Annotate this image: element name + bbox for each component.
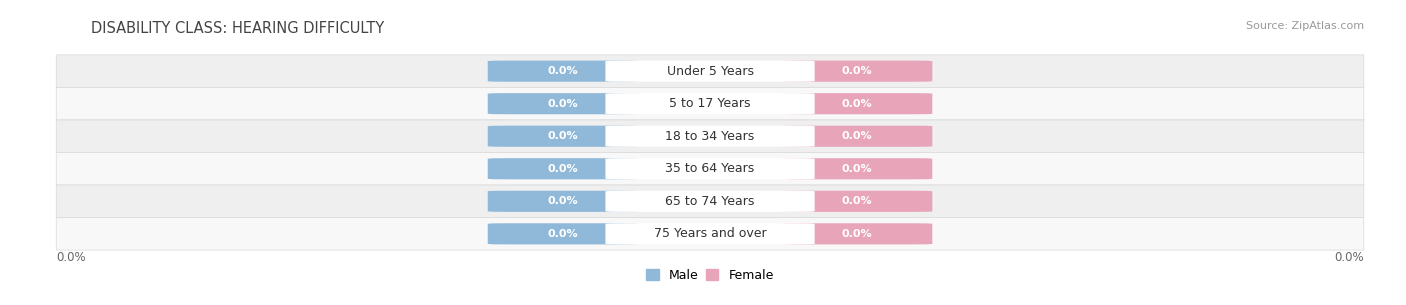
Text: Under 5 Years: Under 5 Years bbox=[666, 65, 754, 78]
Text: 18 to 34 Years: 18 to 34 Years bbox=[665, 130, 755, 143]
Text: 75 Years and over: 75 Years and over bbox=[654, 227, 766, 240]
FancyBboxPatch shape bbox=[782, 191, 932, 212]
FancyBboxPatch shape bbox=[606, 223, 814, 244]
FancyBboxPatch shape bbox=[606, 126, 814, 147]
Text: 0.0%: 0.0% bbox=[547, 196, 578, 206]
Text: 0.0%: 0.0% bbox=[547, 229, 578, 239]
Text: 0.0%: 0.0% bbox=[842, 66, 873, 76]
FancyBboxPatch shape bbox=[782, 61, 932, 82]
FancyBboxPatch shape bbox=[606, 158, 814, 179]
Text: 0.0%: 0.0% bbox=[842, 229, 873, 239]
FancyBboxPatch shape bbox=[782, 158, 932, 179]
FancyBboxPatch shape bbox=[56, 185, 1364, 217]
FancyBboxPatch shape bbox=[488, 191, 638, 212]
FancyBboxPatch shape bbox=[606, 191, 814, 212]
FancyBboxPatch shape bbox=[56, 88, 1364, 120]
FancyBboxPatch shape bbox=[56, 120, 1364, 152]
Text: 0.0%: 0.0% bbox=[842, 99, 873, 109]
Text: 0.0%: 0.0% bbox=[56, 251, 86, 264]
FancyBboxPatch shape bbox=[782, 93, 932, 114]
Text: 5 to 17 Years: 5 to 17 Years bbox=[669, 97, 751, 110]
FancyBboxPatch shape bbox=[488, 61, 638, 82]
Text: 0.0%: 0.0% bbox=[842, 131, 873, 141]
FancyBboxPatch shape bbox=[56, 152, 1364, 185]
FancyBboxPatch shape bbox=[782, 223, 932, 244]
FancyBboxPatch shape bbox=[488, 126, 638, 147]
Legend: Male, Female: Male, Female bbox=[641, 264, 779, 287]
Text: 0.0%: 0.0% bbox=[842, 196, 873, 206]
FancyBboxPatch shape bbox=[56, 217, 1364, 250]
Text: Source: ZipAtlas.com: Source: ZipAtlas.com bbox=[1246, 21, 1364, 31]
Text: 65 to 74 Years: 65 to 74 Years bbox=[665, 195, 755, 208]
FancyBboxPatch shape bbox=[488, 93, 638, 114]
Text: 0.0%: 0.0% bbox=[547, 131, 578, 141]
Text: 35 to 64 Years: 35 to 64 Years bbox=[665, 162, 755, 175]
FancyBboxPatch shape bbox=[488, 158, 638, 179]
Text: 0.0%: 0.0% bbox=[842, 164, 873, 174]
Text: 0.0%: 0.0% bbox=[1334, 251, 1364, 264]
FancyBboxPatch shape bbox=[606, 61, 814, 82]
Text: 0.0%: 0.0% bbox=[547, 66, 578, 76]
Text: DISABILITY CLASS: HEARING DIFFICULTY: DISABILITY CLASS: HEARING DIFFICULTY bbox=[91, 21, 385, 36]
FancyBboxPatch shape bbox=[606, 93, 814, 114]
FancyBboxPatch shape bbox=[782, 126, 932, 147]
FancyBboxPatch shape bbox=[56, 55, 1364, 88]
Text: 0.0%: 0.0% bbox=[547, 164, 578, 174]
Text: 0.0%: 0.0% bbox=[547, 99, 578, 109]
FancyBboxPatch shape bbox=[488, 223, 638, 244]
